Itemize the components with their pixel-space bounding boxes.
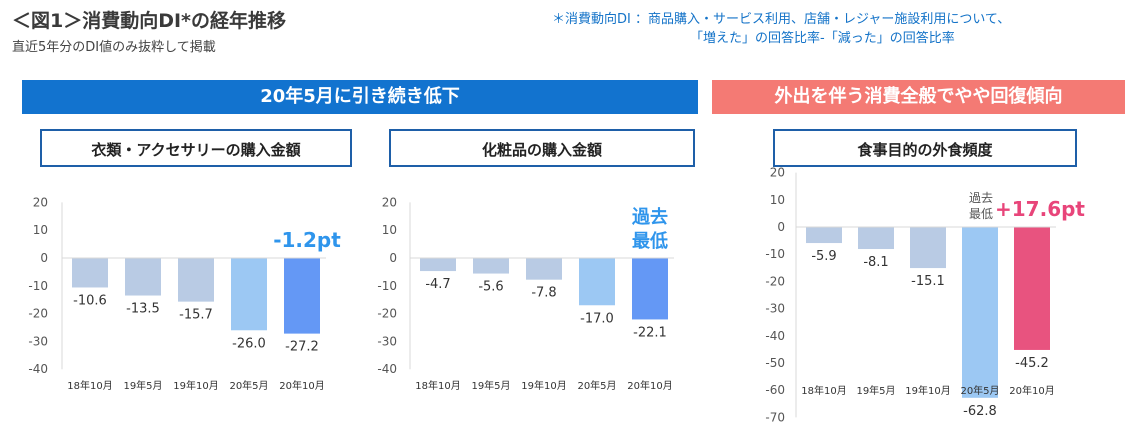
y-tick-label: -60 <box>765 383 785 397</box>
y-tick-label: -70 <box>765 410 785 424</box>
bar <box>858 227 894 250</box>
y-tick-label: -20 <box>28 307 48 321</box>
category-label: 20年10月 <box>279 379 324 392</box>
bar <box>1014 227 1050 350</box>
y-tick-label: -10 <box>765 247 785 261</box>
y-tick-label: -30 <box>377 334 397 348</box>
banner-recovery: 外出を伴う消費全般でやや回復傾向 <box>712 80 1125 114</box>
category-label: 19年10月 <box>521 379 566 392</box>
y-tick-label: -50 <box>765 356 785 370</box>
bar <box>806 227 842 244</box>
bar <box>962 227 998 398</box>
category-label: 18年10月 <box>801 384 846 397</box>
note-line-1: ＊消費動向DI ：商品購入・サービス利用、店舗・レジャー施設利用について、 <box>552 12 1011 27</box>
y-tick-label: -40 <box>765 329 785 343</box>
value-label: -8.1 <box>863 255 888 270</box>
category-label: 18年10月 <box>415 379 460 392</box>
value-label: -22.1 <box>633 325 667 340</box>
category-label: 20年10月 <box>1009 384 1054 397</box>
bar <box>910 227 946 269</box>
value-label: -15.1 <box>911 274 945 289</box>
category-label: 19年10月 <box>905 384 950 397</box>
change-annotation: -1.2pt <box>273 228 341 252</box>
value-label: -26.0 <box>232 336 266 351</box>
y-tick-label: -10 <box>28 279 48 293</box>
note-line-2: 「増えた」の回答比率-「減った」の回答比率 <box>690 31 955 46</box>
bar <box>125 258 161 296</box>
value-label: -62.8 <box>963 404 997 419</box>
bar <box>579 258 615 306</box>
bar <box>72 258 108 288</box>
value-label: -13.5 <box>126 302 160 317</box>
value-label: -45.2 <box>1015 356 1049 371</box>
category-label: 19年5月 <box>856 384 895 397</box>
value-label: -17.0 <box>580 311 614 326</box>
category-label: 20年5月 <box>960 384 999 397</box>
page-subtitle: 直近5年分のDI値のみ抜粋して掲載 <box>12 40 216 55</box>
value-label: -10.6 <box>73 293 107 308</box>
category-label: 18年10月 <box>67 379 112 392</box>
record-low-annotation: 過去 <box>632 206 668 228</box>
y-tick-label: -40 <box>28 362 48 376</box>
chart-title-clothing: 衣類・アクセサリーの購入金額 <box>40 129 352 167</box>
bar <box>632 258 668 320</box>
value-label: -15.7 <box>179 308 213 323</box>
bar <box>231 258 267 331</box>
y-tick-label: 20 <box>382 195 397 209</box>
category-label: 20年10月 <box>627 379 672 392</box>
y-tick-label: -20 <box>377 307 397 321</box>
bar <box>473 258 509 274</box>
y-tick-label: 0 <box>777 220 785 234</box>
category-label: 19年5月 <box>471 379 510 392</box>
definition-note: ＊消費動向DI ：商品購入・サービス利用、店舗・レジャー施設利用について、 「増… <box>552 10 1010 48</box>
value-label: -5.9 <box>811 249 836 264</box>
page-title: ＜図1＞消費動向DI*の経年推移 <box>12 10 286 32</box>
bar <box>284 258 320 334</box>
y-tick-label: -40 <box>377 362 397 376</box>
y-tick-label: 20 <box>33 195 48 209</box>
category-label: 19年5月 <box>123 379 162 392</box>
y-tick-label: -10 <box>377 279 397 293</box>
chart-title-cosmetics: 化粧品の購入金額 <box>389 129 695 167</box>
y-tick-label: 0 <box>40 251 48 265</box>
category-label: 19年10月 <box>173 379 218 392</box>
value-label: -4.7 <box>425 277 450 292</box>
value-label: -27.2 <box>285 340 319 355</box>
category-label: 20年5月 <box>577 379 616 392</box>
y-tick-label: 10 <box>382 223 397 237</box>
y-tick-label: 0 <box>389 251 397 265</box>
y-tick-label: -30 <box>765 302 785 316</box>
value-label: -7.8 <box>531 286 556 301</box>
chart-title-dining: 食事目的の外食頻度 <box>773 129 1077 167</box>
bar <box>420 258 456 272</box>
bar <box>178 258 214 302</box>
banner-decline: 20年5月に引き続き低下 <box>22 80 698 114</box>
y-tick-label: -20 <box>765 274 785 288</box>
bar <box>526 258 562 280</box>
record-low-label: 最低 <box>969 207 993 221</box>
y-tick-label: 10 <box>770 193 785 207</box>
category-label: 20年5月 <box>229 379 268 392</box>
y-tick-label: 10 <box>33 223 48 237</box>
record-low-annotation: 最低 <box>632 230 668 252</box>
change-annotation: +17.6pt <box>995 197 1085 221</box>
record-low-label: 過去 <box>969 191 993 205</box>
y-tick-label: -30 <box>28 334 48 348</box>
value-label: -5.6 <box>478 280 503 295</box>
y-tick-label: 20 <box>770 166 785 180</box>
